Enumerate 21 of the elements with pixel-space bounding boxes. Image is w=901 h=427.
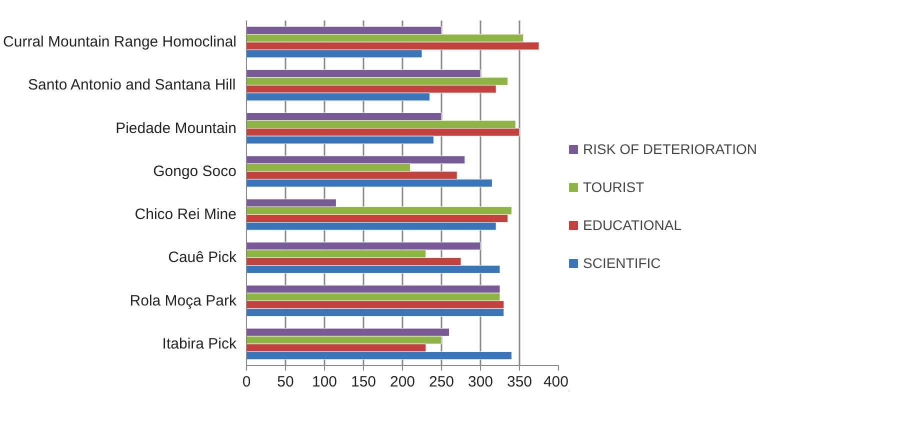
x-tick-label: 250 [428, 374, 454, 390]
x-tick-label: 100 [312, 374, 338, 390]
x-tick-label: 350 [506, 374, 532, 390]
x-tick-label: 400 [543, 374, 569, 390]
x-tick-label: 200 [390, 374, 416, 390]
y-tick-label: Gongo Soco [153, 162, 237, 180]
y-tick-label: Itabira Pick [162, 335, 237, 352]
legend-label: RISK OF DETERIORATION [583, 140, 757, 156]
x-tick-label: 300 [468, 374, 494, 390]
x-tick-label: 0 [242, 374, 251, 390]
y-tick-label: Chico Rei Mine [134, 206, 237, 224]
x-tick-label: 150 [350, 374, 376, 390]
y-tick-label: Curral Mountain Range Homoclinal [3, 34, 237, 51]
y-tick-label: Santo Antonio and Santana Hill [28, 76, 236, 94]
legend-label: SCIENTIFIC [583, 254, 661, 270]
y-tick-label: Rola Moça Park [130, 292, 237, 310]
y-tick-label: Piedade Mountain [116, 120, 237, 137]
x-tick-label: 50 [277, 374, 294, 390]
legend-label: TOURIST [583, 178, 644, 194]
y-tick-label: Cauê Pick [168, 249, 237, 266]
legend-label: EDUCATIONAL [583, 216, 682, 232]
